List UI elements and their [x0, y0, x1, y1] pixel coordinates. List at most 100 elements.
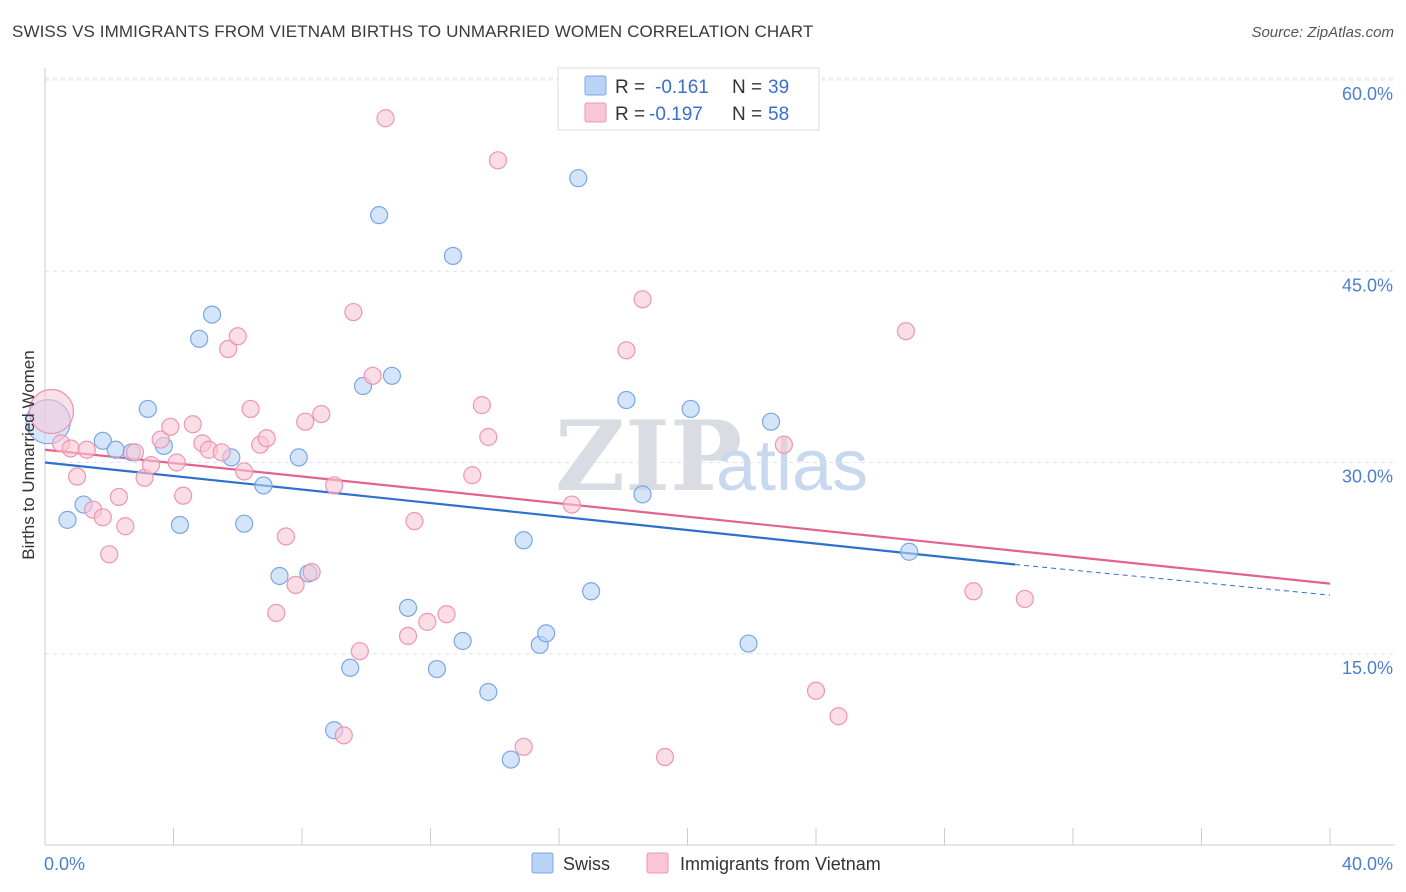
x-tick-label-max: 40.0%: [1342, 854, 1393, 874]
point-swiss: [170, 515, 190, 535]
watermark-atlas: atlas: [716, 426, 868, 506]
point-swiss: [382, 366, 402, 385]
point-vietnam: [774, 435, 793, 454]
point-vietnam: [350, 642, 369, 661]
legend-n-label-vietnam: N =: [732, 104, 762, 125]
point-vietnam: [437, 605, 456, 624]
point-vietnam: [617, 341, 636, 360]
y-axis-title: Births to Unmarried Women: [19, 350, 38, 559]
point-vietnam: [141, 455, 161, 475]
point-swiss: [443, 246, 463, 266]
point-swiss: [190, 329, 209, 348]
y-tick-label: 45.0%: [1342, 275, 1393, 295]
bottom-legend-label-swiss: Swiss: [563, 854, 610, 874]
point-vietnam: [61, 439, 80, 458]
trend-line-dashed-swiss: [1015, 564, 1331, 596]
point-swiss: [398, 598, 418, 617]
point-swiss: [479, 682, 498, 702]
point-vietnam: [806, 681, 826, 700]
bottom-legend-label-vietnam: Immigrants from Vietnam: [680, 854, 881, 874]
point-vietnam: [167, 453, 186, 472]
point-swiss: [681, 399, 700, 419]
trend-line-vietnam: [44, 448, 1331, 585]
legend-n-value-swiss: 39: [768, 77, 789, 98]
point-swiss: [58, 510, 77, 529]
point-swiss: [289, 448, 308, 467]
point-vietnam: [77, 440, 96, 459]
point-vietnam: [183, 415, 202, 434]
point-swiss: [582, 582, 601, 601]
point-swiss: [569, 169, 588, 188]
point-swiss: [761, 412, 781, 431]
point-vietnam: [302, 563, 321, 582]
point-swiss: [93, 431, 112, 450]
point-swiss: [370, 206, 389, 225]
point-vietnam: [344, 302, 363, 322]
point-swiss: [106, 440, 125, 459]
x-tick-label-min: 0.0%: [44, 854, 85, 874]
y-tick-label: 15.0%: [1342, 658, 1393, 678]
point-vietnam: [325, 476, 344, 495]
point-swiss: [427, 659, 447, 679]
legend-r-value-vietnam: -0.197: [649, 104, 703, 125]
bottom-legend: Swiss Immigrants from Vietnam: [531, 852, 881, 874]
point-vietnam: [655, 747, 675, 767]
y-tick-label: 60.0%: [1342, 84, 1393, 104]
point-swiss: [514, 531, 533, 550]
point-vietnam: [829, 707, 848, 726]
point-vietnam: [235, 462, 254, 481]
point-vietnam: [479, 427, 498, 447]
point-swiss: [739, 634, 758, 653]
point-swiss: [537, 624, 556, 643]
trend-layer: [44, 448, 1331, 596]
point-vietnam: [363, 366, 382, 385]
point-swiss: [270, 566, 289, 586]
point-vietnam: [514, 737, 533, 756]
point-vietnam: [267, 603, 286, 623]
legend-swatch-swiss: [584, 75, 607, 96]
point-swiss: [138, 399, 157, 419]
point-vietnam: [257, 429, 276, 448]
top-legend: R = -0.161 N = 39 R = -0.197 N = 58: [557, 67, 820, 131]
point-vietnam: [219, 339, 238, 359]
point-vietnam: [376, 109, 395, 128]
point-vietnam: [125, 443, 145, 462]
point-vietnam: [562, 495, 581, 514]
point-vietnam: [472, 396, 491, 415]
bottom-legend-swatch-swiss: [531, 852, 554, 874]
legend-n-label-swiss: N =: [732, 77, 762, 98]
point-vietnam: [334, 726, 353, 745]
point-vietnam: [241, 399, 260, 419]
legend-r-label-swiss: R =: [615, 77, 645, 98]
point-swiss: [235, 514, 254, 533]
point-vietnam: [68, 467, 87, 486]
legend-n-value-vietnam: 58: [768, 104, 789, 125]
point-vietnam: [312, 404, 331, 424]
point-swiss: [202, 305, 222, 324]
point-vietnam: [296, 412, 315, 431]
axis-layer: 15.0% 30.0% 45.0% 60.0% 0.0% 40.0%: [44, 68, 1395, 874]
point-vietnam: [633, 290, 652, 309]
point-vietnam: [161, 417, 180, 436]
point-vietnam: [398, 626, 418, 646]
point-swiss: [501, 750, 520, 769]
points-layer: [25, 109, 1034, 769]
point-vietnam: [405, 512, 424, 531]
point-vietnam: [964, 582, 983, 601]
point-vietnam: [1015, 589, 1034, 609]
bottom-legend-swatch-vietnam: [646, 852, 669, 874]
point-swiss: [254, 476, 273, 495]
legend-swatch-vietnam: [584, 102, 607, 123]
grid-layer: [45, 77, 1395, 655]
point-vietnam: [109, 487, 128, 507]
point-vietnam: [276, 527, 296, 546]
point-vietnam: [418, 612, 437, 631]
point-swiss: [617, 390, 636, 410]
legend-r-label-vietnam: R =: [615, 104, 645, 125]
point-vietnam: [174, 486, 193, 505]
point-vietnam: [488, 151, 508, 170]
point-vietnam: [151, 430, 170, 449]
point-swiss: [633, 485, 652, 504]
y-tick-label: 30.0%: [1342, 467, 1393, 487]
